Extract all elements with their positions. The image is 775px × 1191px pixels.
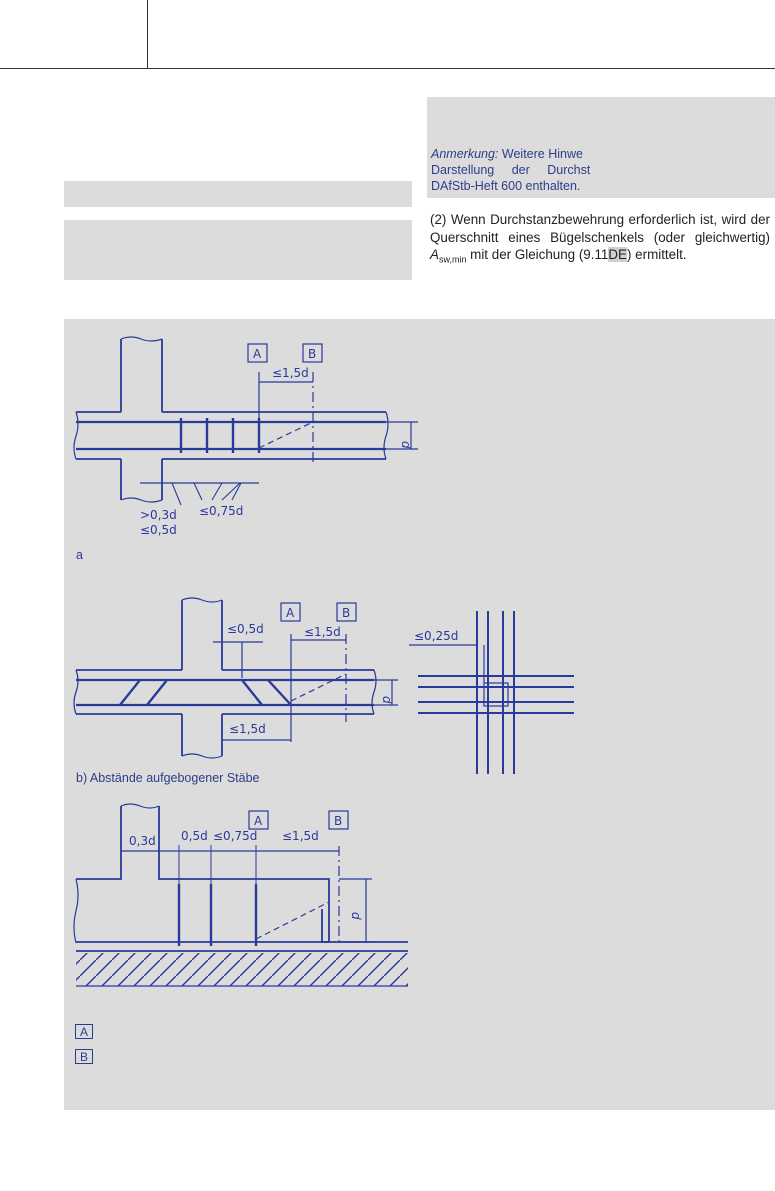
label-d-c: d [349, 912, 363, 920]
header-rule [0, 68, 775, 69]
label-le05-b: ≤0,5d [227, 622, 264, 636]
label-le075-a: ≤0,75d [199, 504, 243, 518]
label-le15-b: ≤1,5d [304, 625, 341, 639]
label-gt03: >0,3d [140, 508, 177, 522]
note-box [427, 97, 775, 198]
para-text-a: (2) Wenn Durchstanzbewehrung erforderlic… [430, 212, 770, 245]
label-b1: B [308, 347, 316, 361]
para-text-b: mit der Gleichung (9.11 [466, 247, 609, 262]
label-03d: 0,3d [129, 834, 156, 848]
para-text-c: ) ermittelt. [626, 247, 687, 262]
note-text: Anmerkung: Weitere Hinwe Darstellung der… [431, 146, 611, 194]
para-symbol: A [430, 247, 439, 262]
para-subscript: sw,min [438, 254, 467, 265]
note-line-1: Weitere Hinwe [501, 147, 583, 161]
paragraph-2: (2) Wenn Durchstanzbewehrung erforderlic… [430, 211, 770, 269]
label-a1: A [253, 347, 262, 361]
label-b3: B [334, 814, 342, 828]
label-b2: B [342, 606, 350, 620]
label-d-b: d [380, 696, 394, 704]
label-le15-d: ≤1,5d [282, 829, 319, 843]
note-line-2: Darstellung der Durchst [431, 163, 591, 177]
grey-bar-2 [64, 220, 412, 280]
key-b: B [75, 1049, 93, 1064]
drawing-a [73, 336, 418, 506]
caption-b: b) Abstände aufgebogener Stäbe [76, 771, 260, 785]
drawing-c [73, 803, 408, 987]
note-label: Anmerkung: [431, 147, 499, 161]
drawing-b [73, 597, 574, 774]
label-le075-c: ≤0,75d [213, 829, 257, 843]
note-line-3: DAfStb-Heft 600 enthalten. [431, 179, 581, 193]
label-le15-c: ≤1,5d [229, 722, 266, 736]
label-05d: 0,5d [181, 829, 208, 843]
para-highlight: DE [608, 247, 627, 262]
label-le05-a: ≤0,5d [140, 523, 177, 537]
header-divider [147, 0, 148, 68]
caption-a: a [76, 548, 83, 562]
key-a: A [75, 1024, 93, 1039]
label-le025: ≤0,25d [414, 629, 458, 643]
grey-bar-1 [64, 181, 412, 207]
label-a2: A [286, 606, 295, 620]
label-d-a: d [399, 441, 413, 449]
label-le15-a: ≤1,5d [272, 366, 309, 380]
label-a3: A [254, 814, 263, 828]
